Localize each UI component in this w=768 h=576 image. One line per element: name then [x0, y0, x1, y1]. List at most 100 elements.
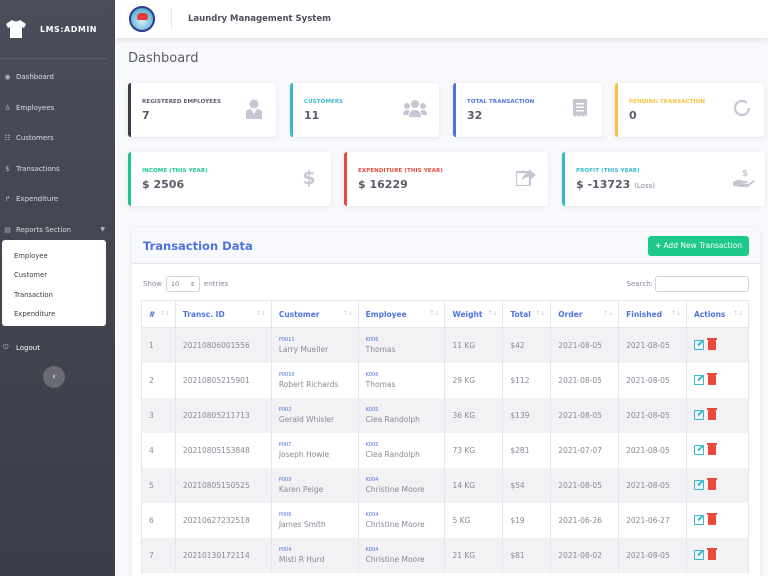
submenu-item-expenditure[interactable]: Expenditure — [14, 310, 56, 319]
cell-finished: 2021-08-05 — [618, 397, 688, 433]
file-icon: ▤ — [4, 225, 11, 234]
sort-icon: ↑↓ — [255, 310, 266, 317]
customer-code: P002 — [278, 406, 292, 413]
employee-code: K004 — [365, 511, 379, 518]
sort-icon: ↑↓ — [535, 310, 546, 317]
app-logo — [129, 6, 155, 32]
cell-employee: K006 Thomas — [357, 362, 446, 398]
customer-code: P007 — [278, 441, 292, 448]
brand-text: LMS:ADMIN — [40, 24, 97, 34]
dollar-icon: $ — [5, 164, 10, 173]
cell-employee: K005 Clea Randolph — [357, 397, 446, 433]
column-header-order[interactable]: Order ↑↓ — [550, 300, 620, 328]
chevron-left-icon: ‹ — [52, 372, 56, 382]
employee-code: K005 — [365, 441, 379, 448]
cell-actions — [686, 432, 749, 468]
sidebar-item-reports-section[interactable]: ▤ Reports Section ▼ — [0, 215, 115, 246]
sidebar-divider — [0, 58, 107, 59]
employee-code: K005 — [365, 406, 379, 413]
cell-number: 3 — [141, 397, 176, 433]
logout-link[interactable]: ⏻ Logout — [3, 343, 40, 352]
topbar: Laundry Management System — [115, 0, 768, 38]
edit-icon[interactable] — [694, 515, 705, 525]
edit-icon[interactable] — [694, 480, 705, 490]
sidebar-item-label: Transactions — [16, 164, 60, 173]
column-label: Customer — [278, 309, 320, 319]
trash-icon[interactable] — [707, 478, 718, 490]
receipt-icon — [570, 99, 590, 119]
edit-icon[interactable] — [694, 375, 705, 385]
share-icon: ↱ — [4, 195, 11, 204]
submenu-item-employee[interactable]: Employee — [14, 251, 48, 260]
stat-value: 0 — [629, 109, 637, 122]
sidebar-item-customers[interactable]: ☷ Customers — [0, 123, 115, 154]
cell-weight: 11 KG — [444, 327, 504, 363]
column-label: Weight — [452, 309, 483, 319]
column-header-finished[interactable]: Finished ↑↓ — [618, 300, 688, 328]
trash-icon[interactable] — [707, 408, 718, 420]
employee-name: Christine Moore — [365, 519, 425, 529]
customer-name: James Smith — [278, 519, 326, 529]
search-input[interactable] — [655, 276, 749, 292]
cell-finished: 2021-08-05 — [618, 467, 688, 503]
edit-icon[interactable] — [694, 410, 705, 420]
table-row: 3 20210805211713 P002 Gerald Whisler K005… — [141, 397, 749, 433]
cell-actions — [686, 467, 749, 503]
cell-weight: 29 KG — [444, 362, 504, 398]
trash-icon[interactable] — [707, 548, 718, 560]
column-header-transc-id[interactable]: Transc. ID ↑↓ — [174, 300, 272, 328]
trash-icon[interactable] — [707, 338, 718, 351]
sidebar-item-label: Expenditure — [16, 195, 59, 204]
submenu-item-transaction[interactable]: Transaction — [14, 290, 53, 299]
profit-note: (Loss) — [634, 182, 655, 190]
sidebar-item-dashboard[interactable]: ◉ Dashboard — [0, 62, 115, 93]
sort-icon: ↑↓ — [732, 310, 743, 317]
trash-icon[interactable] — [707, 443, 718, 455]
sidebar-toggle-button[interactable]: ‹ — [43, 366, 65, 388]
sidebar-item-employees[interactable]: ♙ Employees — [0, 93, 115, 124]
cell-transc-id: 20210805150525 — [174, 467, 272, 503]
column-label: # — [149, 309, 156, 319]
trash-icon[interactable] — [707, 513, 718, 525]
stat-card-total-transaction: Total Transaction 32 — [453, 83, 602, 137]
column-header-customer[interactable]: Customer ↑↓ — [270, 300, 359, 328]
stat-card-registered-employees: Registered Employees 7 — [128, 83, 276, 137]
sort-icon: ↑↓ — [487, 310, 498, 317]
sidebar-item-label: Employees — [16, 103, 55, 112]
edit-icon[interactable] — [694, 340, 705, 351]
cell-actions — [686, 397, 749, 433]
system-title: Laundry Management System — [188, 14, 331, 24]
tachometer-icon: ◉ — [4, 73, 11, 82]
column-header-number[interactable]: # ↑↓ — [141, 300, 176, 328]
trash-icon[interactable] — [707, 373, 718, 385]
add-transaction-button[interactable]: + Add New Transaction — [648, 235, 749, 256]
brand[interactable]: LMS:ADMIN — [0, 0, 115, 58]
page-length-select[interactable]: 10 ⇕ — [165, 276, 200, 292]
customer-code: P004 — [278, 546, 292, 553]
cell-transc-id: 20210805153848 — [174, 432, 272, 468]
column-header-actions[interactable]: Actions ↑↓ — [686, 300, 749, 328]
column-header-weight[interactable]: Weight ↑↓ — [444, 300, 504, 328]
customer-code: P006 — [278, 511, 292, 518]
column-header-total[interactable]: Total ↑↓ — [502, 300, 552, 328]
edit-icon[interactable] — [694, 550, 705, 560]
sidebar-item-expenditure[interactable]: ↱ Expenditure — [0, 184, 115, 215]
stat-value: 11 — [304, 109, 320, 122]
cell-order: 2021-06-26 — [550, 502, 620, 538]
sidebar-item-transactions[interactable]: $ Transactions — [0, 154, 115, 185]
submenu-item-customer[interactable]: Customer — [14, 271, 48, 280]
cell-customer: P009 Karen Peige — [270, 467, 359, 503]
chevron-down-icon: ▼ — [100, 226, 105, 234]
table-header-row: # ↑↓ Transc. ID ↑↓ Customer ↑↓ Employee ↑↓ W… — [141, 300, 749, 328]
cell-employee: K004 Christine Moore — [357, 467, 446, 503]
cell-total: $19 — [502, 502, 552, 538]
cell-order: 2021-08-05 — [550, 327, 620, 363]
logout-label: Logout — [16, 343, 40, 352]
cell-employee: K005 Clea Randolph — [357, 432, 446, 468]
stat-value: 32 — [467, 109, 483, 122]
table-controls: Show 10 ⇕ entries Search: — [143, 275, 749, 293]
column-header-employee[interactable]: Employee ↑↓ — [357, 300, 446, 328]
cell-actions — [686, 537, 749, 573]
cell-finished: 2021-08-05 — [618, 537, 688, 573]
edit-icon[interactable] — [694, 445, 705, 455]
